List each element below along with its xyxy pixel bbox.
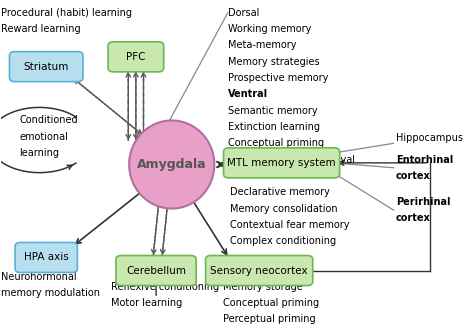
Text: Neurohormonal: Neurohormonal xyxy=(1,272,77,282)
Text: MTL memory system: MTL memory system xyxy=(227,158,336,168)
Text: Amygdala: Amygdala xyxy=(137,158,207,171)
Ellipse shape xyxy=(129,120,214,209)
Text: PFC: PFC xyxy=(126,52,146,62)
Text: Sensory neocortex: Sensory neocortex xyxy=(210,266,308,275)
Text: Entorhinal: Entorhinal xyxy=(396,155,453,164)
Text: Reflexive conditioning: Reflexive conditioning xyxy=(111,282,219,292)
Text: Meta-memory: Meta-memory xyxy=(228,40,296,50)
Text: Working memory: Working memory xyxy=(228,24,311,34)
Text: Hippocampus: Hippocampus xyxy=(396,133,463,143)
Text: Perirhinal: Perirhinal xyxy=(396,197,450,207)
Text: Autobiographical retrieval: Autobiographical retrieval xyxy=(228,155,355,164)
Text: Conceptual priming: Conceptual priming xyxy=(223,298,319,308)
Text: Dorsal: Dorsal xyxy=(228,8,259,18)
Text: Ventral: Ventral xyxy=(228,89,268,99)
Text: Conditioned: Conditioned xyxy=(19,115,78,125)
FancyBboxPatch shape xyxy=(108,42,164,72)
Text: Memory strategies: Memory strategies xyxy=(228,57,319,67)
Text: HPA axis: HPA axis xyxy=(24,252,69,263)
Text: Perceptual priming: Perceptual priming xyxy=(223,315,316,324)
Text: Reward learning: Reward learning xyxy=(1,24,81,34)
Text: Striatum: Striatum xyxy=(24,62,69,72)
Text: Declarative memory: Declarative memory xyxy=(230,187,330,197)
Text: learning: learning xyxy=(19,148,59,158)
Text: cortex: cortex xyxy=(396,171,431,181)
Text: Conceptual priming: Conceptual priming xyxy=(228,138,324,148)
Text: Cerebellum: Cerebellum xyxy=(126,266,186,275)
FancyBboxPatch shape xyxy=(224,148,340,178)
Text: Contextual fear memory: Contextual fear memory xyxy=(230,220,349,230)
FancyBboxPatch shape xyxy=(15,242,77,272)
Text: Prospective memory: Prospective memory xyxy=(228,73,328,83)
FancyBboxPatch shape xyxy=(206,256,313,286)
FancyBboxPatch shape xyxy=(9,52,83,82)
Text: Procedural (habit) learning: Procedural (habit) learning xyxy=(1,8,132,18)
Text: Extinction learning: Extinction learning xyxy=(228,122,320,132)
FancyBboxPatch shape xyxy=(116,256,196,286)
Text: Memory storage: Memory storage xyxy=(223,282,303,292)
Text: Complex conditioning: Complex conditioning xyxy=(230,236,336,246)
Text: cortex: cortex xyxy=(396,213,431,223)
Text: memory modulation: memory modulation xyxy=(1,288,100,298)
Text: Memory consolidation: Memory consolidation xyxy=(230,204,337,214)
Text: Motor learning: Motor learning xyxy=(111,298,182,308)
Text: emotional: emotional xyxy=(19,132,68,142)
Text: Semantic memory: Semantic memory xyxy=(228,106,318,116)
